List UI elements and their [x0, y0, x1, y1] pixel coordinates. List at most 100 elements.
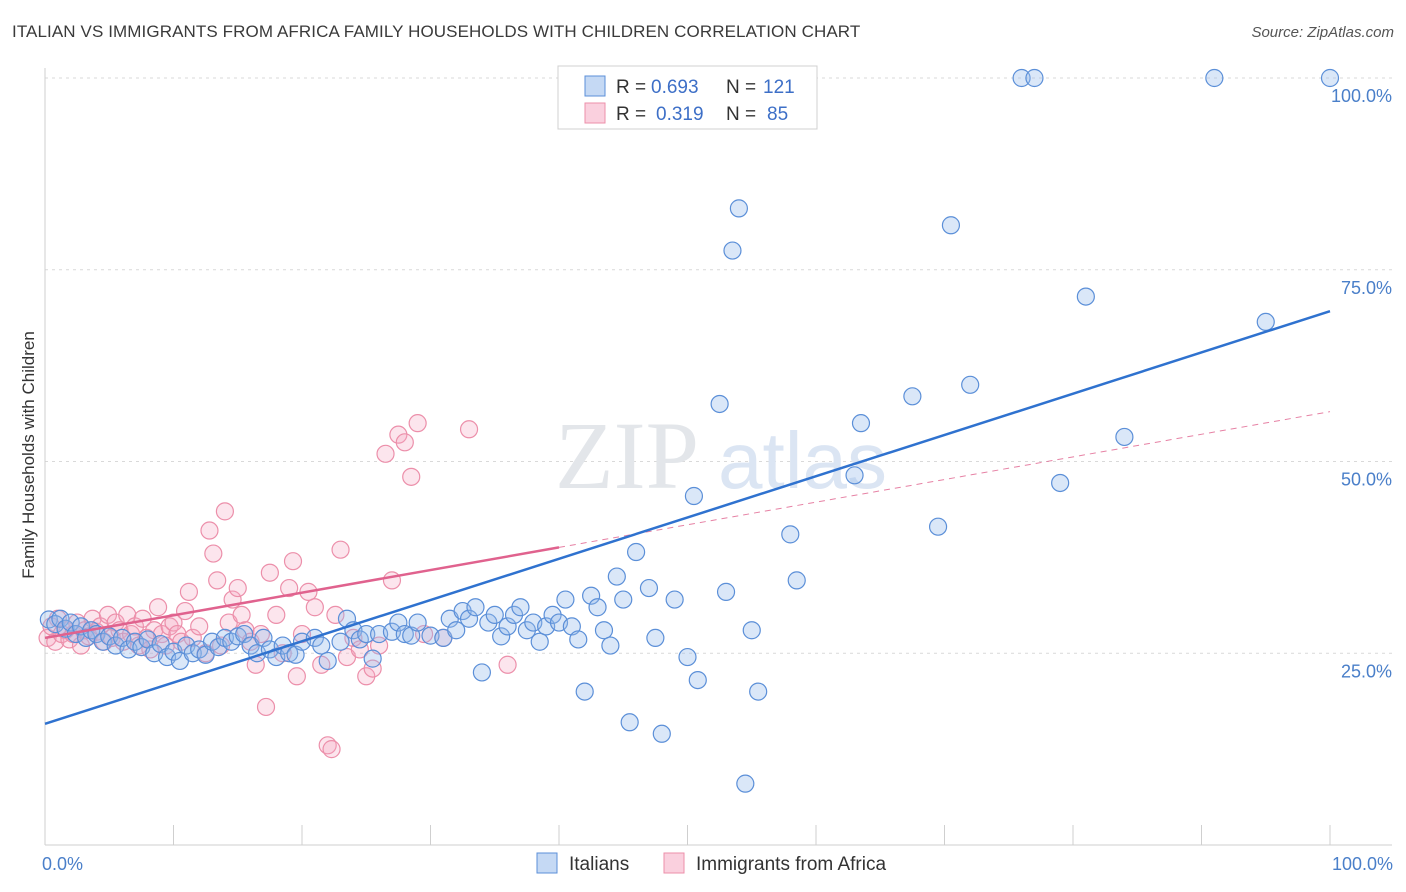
- italians-point: [530, 632, 549, 651]
- africa-point: [283, 552, 303, 571]
- legend-n-value-italians: 121: [763, 77, 795, 98]
- italians-point: [1205, 68, 1224, 88]
- italians-point: [588, 598, 607, 617]
- italians-point: [1076, 287, 1095, 306]
- italians-point: [716, 582, 736, 601]
- africa-point: [232, 605, 251, 625]
- chart-title: ITALIAN VS IMMIGRANTS FROM AFRICA FAMILY…: [12, 22, 861, 41]
- italians-point: [646, 628, 665, 648]
- africa-point: [331, 540, 350, 559]
- legend-r-label-italians: R =: [616, 77, 646, 98]
- africa-point: [267, 605, 286, 625]
- italians-point: [620, 713, 639, 732]
- italians-point: [742, 621, 761, 640]
- italians-point: [51, 609, 70, 628]
- italians-point: [569, 630, 588, 649]
- italians-point: [787, 571, 806, 590]
- italians-point: [312, 636, 331, 655]
- africa-point: [498, 655, 517, 674]
- italians-point: [781, 525, 800, 544]
- bottom-legend: Italians Immigrants from Africa: [536, 852, 886, 875]
- italians-point: [318, 651, 337, 671]
- africa-point: [190, 617, 209, 636]
- italians-point: [710, 394, 729, 414]
- italians-point: [607, 567, 626, 586]
- italians-point: [614, 590, 633, 609]
- italians-point: [447, 621, 466, 640]
- italians-point: [851, 414, 871, 433]
- africa-point: [350, 640, 369, 659]
- italians-point: [1320, 68, 1340, 88]
- source-label: Source: ZipAtlas.com: [1251, 24, 1394, 41]
- italians-point: [459, 609, 479, 628]
- italians-point: [363, 649, 382, 668]
- y-tick-label: 100.0%: [1331, 86, 1392, 106]
- africa-point: [260, 563, 279, 582]
- italians-point: [723, 241, 742, 260]
- africa-trend-extension: [558, 411, 1331, 548]
- italians-point: [1256, 312, 1275, 332]
- watermark: ZIP atlas: [555, 402, 887, 509]
- africa-point: [208, 571, 227, 590]
- africa-point: [322, 740, 341, 759]
- italians-point: [639, 578, 659, 598]
- legend-n-value-africa: 85: [767, 104, 788, 125]
- africa-point: [204, 544, 223, 563]
- bottom-legend-africa: Immigrants from Africa: [696, 854, 886, 875]
- italians-points: [39, 68, 1340, 793]
- trend-lines: [44, 309, 1331, 726]
- italians-point: [601, 636, 620, 655]
- italians-point: [941, 216, 961, 235]
- italians-point: [961, 375, 980, 394]
- africa-point: [179, 582, 199, 601]
- axes: 25.0% 50.0% 75.0% 100.0% 0.0% 100.0%: [42, 68, 1393, 874]
- italians-point: [1051, 473, 1070, 493]
- africa-point: [287, 667, 306, 686]
- italians-point: [626, 542, 646, 562]
- italians-point: [485, 605, 504, 625]
- italians-point: [46, 615, 65, 634]
- italians-point: [688, 670, 707, 690]
- legend-r-value-africa: 0.319: [656, 104, 704, 125]
- italians-point: [492, 627, 511, 646]
- africa-point: [326, 605, 345, 625]
- y-tick-label: 75.0%: [1341, 278, 1392, 298]
- legend-swatch-italians: [584, 75, 606, 97]
- italians-point: [684, 486, 704, 506]
- y-tick-label: 25.0%: [1341, 661, 1392, 681]
- italians-point: [1012, 68, 1031, 88]
- x-tick-label: 0.0%: [42, 854, 83, 874]
- legend-r-value-italians: 0.693: [651, 77, 699, 98]
- africa-point: [402, 467, 421, 486]
- italians-point: [331, 632, 350, 651]
- y-axis-title: Family Households with Children: [19, 331, 38, 579]
- italians-point: [408, 613, 427, 632]
- italians-point: [472, 663, 491, 682]
- italians-point: [903, 387, 922, 406]
- legend-swatch-africa: [584, 102, 606, 124]
- italians-point: [389, 613, 408, 632]
- africa-point: [98, 605, 118, 625]
- grid: [45, 77, 1392, 654]
- africa-point: [395, 433, 414, 452]
- africa-point: [459, 420, 479, 439]
- watermark-zip: ZIP: [555, 402, 699, 509]
- africa-point: [200, 521, 219, 540]
- bottom-legend-swatch-africa: [663, 852, 685, 874]
- italians-point: [1025, 68, 1044, 88]
- italians-point: [729, 199, 749, 218]
- legend-n-label-italians: N =: [726, 77, 756, 98]
- italians-point: [61, 613, 80, 632]
- italians-point: [357, 624, 376, 644]
- africa-point: [228, 578, 247, 598]
- italians-point: [556, 590, 575, 609]
- italians-point: [594, 621, 614, 640]
- italians-point: [678, 647, 697, 667]
- africa-point: [363, 659, 382, 678]
- africa-point: [408, 414, 427, 433]
- italians-point: [235, 624, 254, 644]
- italians-point: [928, 517, 948, 536]
- bottom-legend-italians: Italians: [569, 854, 629, 875]
- italians-point: [498, 617, 517, 636]
